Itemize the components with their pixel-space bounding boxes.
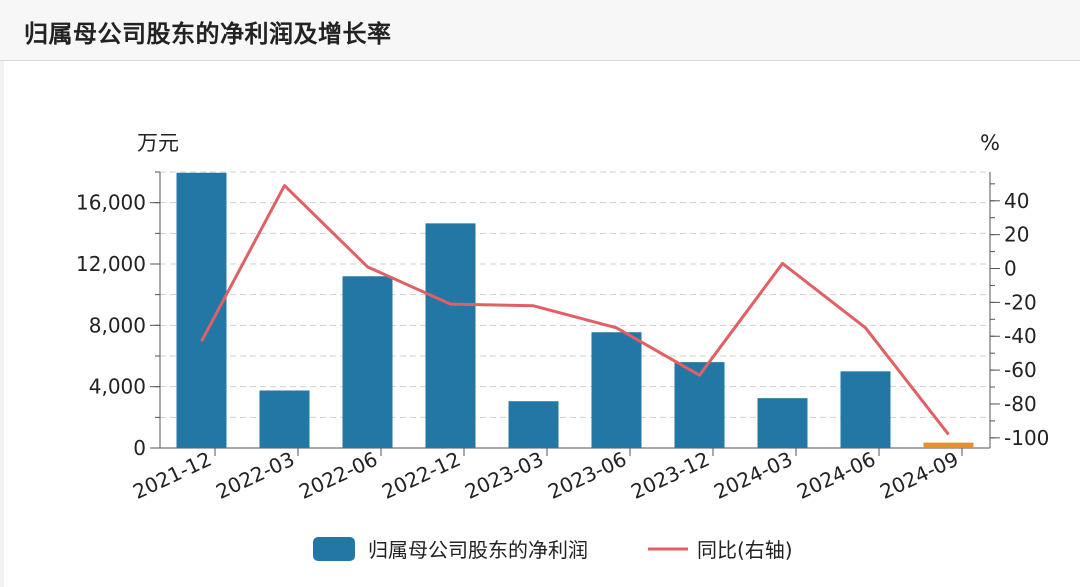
bar-2024-09	[923, 442, 974, 448]
right-axis-tick-label: 0	[1004, 257, 1017, 281]
chart-header: 归属母公司股东的净利润及增长率	[0, 0, 1080, 61]
yoy-line	[200, 184, 950, 436]
left-axis-tick-label: 0	[133, 436, 146, 460]
right-axis-tick-label: 20	[1004, 223, 1029, 247]
right-axis-tick-label: -20	[1004, 290, 1037, 314]
right-axis-tick-label: 40	[1004, 189, 1029, 213]
x-axis-tick-label: 2022-06	[295, 447, 381, 504]
bar-2022-06	[342, 276, 393, 448]
x-axis-tick-label: 2023-03	[461, 447, 547, 504]
x-axis-tick-label: 2022-12	[378, 447, 464, 504]
right-axis-tick-label: -40	[1004, 324, 1037, 348]
x-axis-tick-label: 2024-09	[876, 447, 962, 504]
legend-bar-swatch	[313, 537, 355, 561]
left-axis-tick-label: 16,000	[76, 191, 146, 215]
left-axis-tick-label: 12,000	[76, 252, 146, 276]
right-axis-tick-label: -100	[1004, 426, 1049, 450]
x-axis-tick-label: 2022-03	[212, 447, 298, 504]
right-axis-tick-label: -60	[1004, 358, 1037, 382]
left-axis-tick-label: 4,000	[89, 375, 146, 399]
x-axis-tick-label: 2024-06	[793, 447, 879, 504]
bar-2024-06	[840, 371, 891, 448]
x-axis-tick-label: 2023-12	[627, 447, 713, 504]
bar-2022-12	[425, 223, 476, 448]
right-axis-tick-label: -80	[1004, 392, 1037, 416]
x-axis-tick-label: 2023-06	[544, 447, 630, 504]
legend-line-label: 同比(右轴)	[697, 538, 793, 562]
bar-2022-03	[259, 390, 310, 448]
left-axis-tick-label: 8,000	[89, 313, 146, 337]
right-axis-unit: %	[980, 131, 1000, 155]
x-axis-tick-label: 2024-03	[710, 447, 796, 504]
bar-2023-06	[591, 332, 642, 448]
bar-2024-03	[757, 398, 808, 448]
legend-bar-label: 归属母公司股东的净利润	[368, 538, 588, 562]
left-axis-unit: 万元	[137, 131, 179, 155]
bar-2023-03	[508, 401, 559, 448]
chart-title: 归属母公司股东的净利润及增长率	[24, 20, 392, 48]
